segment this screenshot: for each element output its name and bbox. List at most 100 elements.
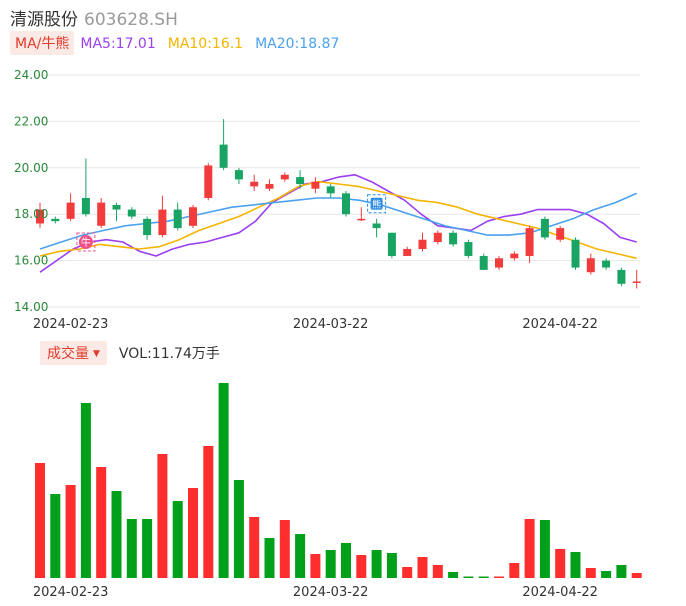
candle bbox=[556, 225, 565, 243]
y-tick-label: 16.00 bbox=[14, 254, 48, 268]
volume-bar bbox=[218, 383, 229, 578]
candle-body bbox=[525, 228, 534, 256]
candle bbox=[204, 163, 213, 201]
candle bbox=[464, 239, 473, 259]
volume-bar bbox=[463, 576, 474, 578]
volume-bar bbox=[601, 571, 612, 578]
y-tick-label: 22.00 bbox=[14, 114, 48, 128]
volume-bars bbox=[35, 383, 642, 578]
candle-body bbox=[479, 255, 488, 270]
ma10-line bbox=[39, 180, 637, 260]
candle bbox=[403, 246, 412, 256]
ma20-line bbox=[39, 192, 638, 250]
volume-bar bbox=[264, 538, 275, 578]
candle-body bbox=[81, 197, 90, 215]
candle-body bbox=[342, 193, 350, 215]
candle bbox=[433, 230, 442, 245]
volume-bar bbox=[172, 501, 183, 578]
x-tick-label: 2024-02-23 bbox=[33, 585, 109, 600]
x-tick-label: 2024-02-23 bbox=[33, 317, 109, 332]
volume-bar bbox=[249, 517, 260, 578]
volume-bar bbox=[356, 555, 367, 578]
y-tick-label: 18.00 bbox=[14, 207, 48, 221]
candle bbox=[97, 197, 106, 229]
candle-body bbox=[280, 174, 289, 180]
candle bbox=[219, 119, 228, 171]
stock-code: 603628.SH bbox=[84, 10, 178, 30]
candle-body bbox=[495, 258, 503, 268]
candlesticks bbox=[36, 119, 641, 289]
volume-bar bbox=[96, 467, 107, 578]
candle bbox=[387, 232, 396, 259]
bear-marker-icon: 熊 bbox=[367, 194, 387, 214]
candle bbox=[418, 232, 427, 252]
volume-indicator-button[interactable]: 成交量 ▼ bbox=[40, 341, 107, 365]
candle-body bbox=[632, 281, 641, 283]
candle bbox=[311, 177, 320, 194]
bear-marker-frame bbox=[367, 194, 387, 214]
bear-marker-glyph: 熊 bbox=[372, 198, 381, 210]
x-tick-label: 2024-04-22 bbox=[522, 585, 598, 600]
bull-marker-frame bbox=[76, 232, 96, 252]
candle bbox=[280, 172, 289, 182]
markers: 牛熊 bbox=[76, 194, 387, 252]
bear-marker-box bbox=[370, 197, 383, 210]
volume-bar bbox=[188, 488, 198, 578]
candle bbox=[617, 267, 626, 287]
stock-title: 清源股份 603628.SH bbox=[10, 5, 178, 30]
candle-body bbox=[204, 165, 213, 198]
y-tick-label: 24.00 bbox=[14, 68, 48, 82]
volume-legend: 成交量 ▼ VOL:11.74万手 bbox=[40, 341, 220, 365]
ma5-label: MA5:17.01 bbox=[80, 36, 156, 52]
candle bbox=[602, 258, 611, 270]
candle-body bbox=[387, 232, 396, 256]
candle bbox=[234, 167, 243, 185]
candle-body bbox=[265, 184, 274, 189]
volume-indicator-label: 成交量 bbox=[47, 346, 89, 362]
bull-marker-glyph: 牛 bbox=[81, 236, 91, 249]
candle-body bbox=[602, 260, 611, 268]
candle bbox=[265, 179, 274, 191]
volume-bar bbox=[203, 446, 214, 578]
candle-body bbox=[97, 202, 106, 226]
x-tick-label: 2024-04-22 bbox=[522, 317, 598, 332]
volume-bar bbox=[50, 494, 61, 578]
axis-labels: 24.00 22.00 20.00 18.00 16.00 14.00 2024-02-23… bbox=[14, 68, 598, 600]
candle bbox=[189, 204, 197, 229]
candle-body bbox=[143, 218, 152, 236]
candle-body bbox=[586, 258, 595, 273]
candle bbox=[449, 230, 458, 247]
volume-bar bbox=[341, 543, 351, 578]
candle-body bbox=[403, 249, 412, 256]
volume-bar bbox=[585, 568, 596, 578]
volume-bar bbox=[386, 553, 397, 578]
volume-value: VOL:11.74万手 bbox=[118, 346, 220, 362]
x-tick-label: 2024-03-22 bbox=[293, 317, 369, 332]
volume-bar bbox=[111, 491, 122, 578]
volume-bar bbox=[432, 565, 443, 578]
volume-bar bbox=[402, 567, 413, 578]
candle-body bbox=[556, 228, 565, 240]
candle-body bbox=[219, 144, 228, 168]
volume-bar bbox=[524, 519, 535, 578]
ma-indicator-button[interactable]: MA/牛熊 bbox=[10, 31, 75, 55]
volume-bar bbox=[295, 534, 306, 578]
volume-bar bbox=[478, 576, 489, 578]
bull-marker-circle bbox=[78, 235, 93, 250]
volume-bar bbox=[631, 573, 642, 578]
candle bbox=[479, 253, 488, 270]
candle bbox=[495, 255, 503, 270]
ma5-line bbox=[39, 174, 637, 273]
volume-bar bbox=[126, 519, 137, 578]
candle-body bbox=[112, 204, 121, 210]
grid bbox=[35, 74, 640, 308]
volume-bar bbox=[157, 454, 168, 578]
candle-body bbox=[234, 170, 243, 180]
volume-bar bbox=[371, 550, 382, 578]
moving-averages bbox=[39, 174, 638, 273]
candle-body bbox=[326, 186, 335, 194]
bull-marker-icon: 牛 bbox=[76, 232, 96, 252]
candle-body bbox=[372, 223, 381, 229]
volume-bar bbox=[65, 485, 76, 578]
